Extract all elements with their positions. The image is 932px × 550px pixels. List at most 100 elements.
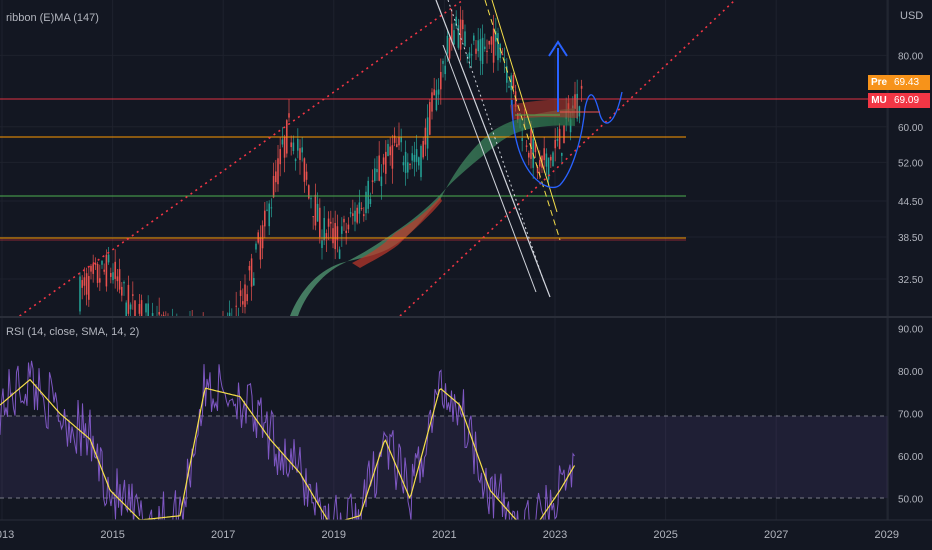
- rsi-band: [0, 416, 888, 498]
- price-axis-label: 80.00: [898, 51, 923, 62]
- candle-body: [479, 39, 482, 61]
- candle-body: [336, 226, 339, 240]
- last-price-tag-label: MU: [868, 93, 890, 108]
- candle-body: [435, 90, 438, 111]
- candle-body: [275, 171, 277, 183]
- time-axis-label: 2025: [653, 529, 677, 541]
- candle-body: [380, 176, 383, 187]
- candle-body: [459, 19, 462, 50]
- candle-body: [393, 135, 396, 143]
- candle-body: [521, 138, 523, 142]
- rsi-axis[interactable]: 90.00 80.00 70.00 60.00 50.00: [898, 325, 923, 506]
- candle-body: [116, 276, 119, 282]
- candle-body: [554, 139, 556, 149]
- candle-body: [444, 65, 446, 75]
- candle-body: [508, 86, 510, 88]
- candle-body: [143, 317, 145, 332]
- candle-body: [209, 342, 211, 356]
- candle-body: [127, 284, 130, 314]
- price-axis-label: 44.50: [898, 197, 923, 208]
- candle-body: [385, 151, 387, 174]
- candle-body: [198, 325, 200, 336]
- candle-body: [305, 171, 308, 180]
- candle-body: [462, 19, 464, 30]
- candle-body: [321, 240, 323, 248]
- price-axis-label: 32.50: [898, 275, 923, 286]
- ema-legend[interactable]: ribbon (E)MA (147): [6, 12, 99, 24]
- candle-body: [261, 225, 264, 249]
- candle-body: [121, 286, 123, 296]
- candle-body: [332, 228, 334, 244]
- candle-body: [448, 38, 451, 59]
- candle-body: [238, 319, 240, 322]
- candle-body: [415, 149, 418, 162]
- candle-body: [424, 127, 427, 145]
- candle-body: [194, 326, 196, 331]
- candle-body: [112, 272, 114, 281]
- candle-body: [470, 54, 473, 56]
- candle-body: [154, 324, 156, 341]
- candle-body: [169, 341, 171, 347]
- candle-body: [473, 35, 475, 41]
- candle-body: [431, 92, 433, 112]
- candle-body: [138, 304, 141, 314]
- candle-body: [556, 139, 559, 141]
- candle-body: [231, 322, 233, 324]
- candle-body: [147, 303, 149, 316]
- candle-body: [543, 148, 545, 161]
- candle-body: [492, 28, 495, 63]
- time-axis[interactable]: 2013 2015 2017 2019 2021 2023 2025 2027 2029: [0, 529, 899, 541]
- candle-body: [358, 202, 361, 214]
- candle-body: [123, 281, 125, 284]
- candle-body: [85, 273, 88, 295]
- candle-body: [563, 125, 565, 144]
- candle-body: [134, 300, 136, 316]
- candle-body: [264, 210, 266, 227]
- ema-ribbon-red-top: [510, 99, 578, 120]
- candle-body: [99, 278, 101, 283]
- candle-body: [325, 233, 328, 239]
- candle-body: [96, 263, 99, 283]
- candle-body: [125, 302, 127, 316]
- candle-body: [464, 31, 466, 47]
- candle-body: [297, 138, 299, 151]
- candle-body: [283, 136, 286, 158]
- rsi-ma-line: [0, 378, 576, 520]
- price-axis-label: 38.50: [898, 233, 923, 244]
- candle-body: [391, 145, 394, 169]
- candle-body: [499, 44, 501, 58]
- candle-body: [481, 37, 484, 64]
- time-axis-label: 2019: [322, 529, 346, 541]
- candle-body: [202, 322, 204, 344]
- candle-body: [227, 322, 229, 327]
- candle-body: [211, 356, 213, 358]
- candle-body: [539, 160, 541, 167]
- rsi-legend[interactable]: RSI (14, close, SMA, 14, 2): [6, 326, 140, 338]
- candle-body: [162, 315, 165, 316]
- candle-body: [536, 167, 539, 173]
- candle-body: [299, 148, 301, 160]
- candle-body: [382, 157, 385, 165]
- time-axis-label: 2029: [875, 529, 899, 541]
- premarket-price: 69.43: [890, 75, 930, 90]
- candle-body: [363, 214, 365, 217]
- candle-body: [250, 258, 253, 287]
- candle-body: [272, 175, 275, 198]
- candle-body: [266, 209, 268, 211]
- candle-body: [253, 278, 255, 286]
- candle-body: [83, 277, 86, 286]
- candle-body: [242, 301, 244, 305]
- candle-body: [580, 85, 583, 89]
- candle-body: [191, 321, 193, 356]
- candle-body: [216, 347, 218, 350]
- price-axis[interactable]: 80.00 60.00 52.00 44.50 38.50 32.50: [898, 51, 923, 286]
- candle-body: [347, 224, 350, 230]
- candle-body: [477, 40, 479, 52]
- candle-body: [172, 322, 174, 329]
- candle-body: [189, 324, 191, 326]
- candle-body: [451, 23, 453, 43]
- candle-body: [140, 300, 143, 316]
- candle-body: [437, 89, 440, 95]
- ema-ribbon-green: [290, 108, 575, 316]
